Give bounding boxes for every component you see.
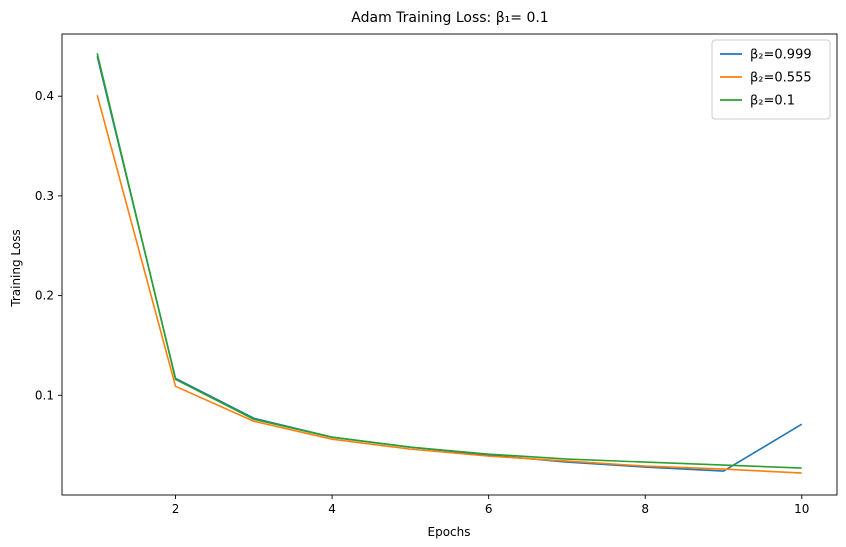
x-axis-label: Epochs [428, 525, 471, 539]
x-tick-label: 4 [328, 502, 336, 516]
series-line-1 [96, 56, 803, 472]
legend: β₂=0.999 β₂=0.555 β₂=0.1 [711, 39, 831, 120]
y-tick-label: 0.4 [35, 89, 54, 103]
legend-label: β₂=0.555 [750, 71, 812, 86]
x-tick-label: 6 [485, 502, 493, 516]
x-tick-label: 2 [172, 502, 180, 516]
series-line-3 [96, 53, 802, 469]
y-axis-label: Training Loss [9, 229, 23, 307]
plot-area: 2 4 6 8 10 0.1 0.2 0.3 0.4 [35, 33, 838, 516]
y-tick-label: 0.1 [35, 388, 54, 402]
x-tick-label: 8 [641, 502, 649, 516]
y-tick-label: 0.2 [35, 289, 54, 303]
series-line-2 [96, 95, 802, 474]
y-tick-label: 0.3 [35, 189, 54, 203]
legend-label: β₂=0.999 [750, 48, 812, 63]
axes-frame [61, 33, 838, 496]
legend-label: β₂=0.1 [750, 94, 795, 109]
chart-title: Adam Training Loss: β₁= 0.1 [351, 10, 548, 26]
x-tick-label: 10 [794, 502, 809, 516]
